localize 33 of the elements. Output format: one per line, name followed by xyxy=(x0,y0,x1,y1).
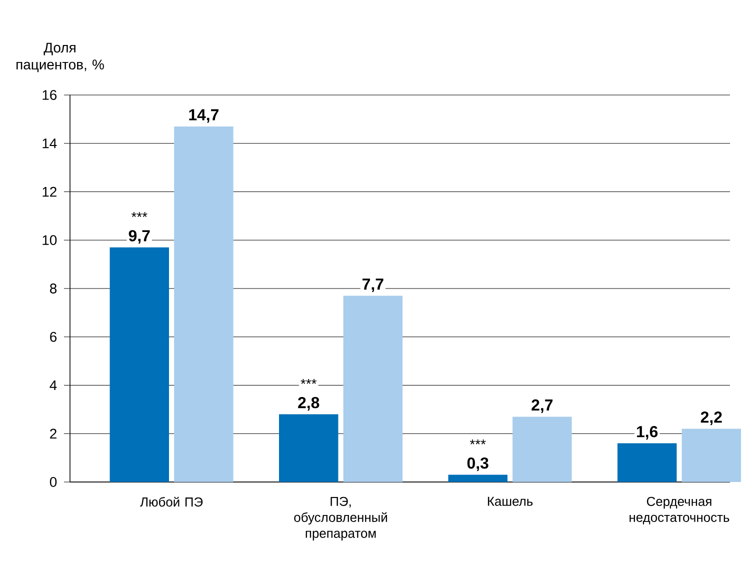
data-label: 0,3 xyxy=(467,457,488,472)
data-label: 2,7 xyxy=(532,399,553,413)
y-axis-title: Доля пациентов, % xyxy=(16,42,104,72)
x-tick-label: Любой ПЭ xyxy=(140,496,203,507)
bar xyxy=(682,428,742,482)
y-tick-label: 12 xyxy=(42,186,56,197)
data-label: 2,8 xyxy=(298,396,320,411)
data-label: 14,7 xyxy=(189,109,218,123)
y-tick-label: 10 xyxy=(42,235,57,246)
x-tick-label: Сердечная недостаточность xyxy=(630,496,730,524)
data-label: 1,6 xyxy=(637,426,658,440)
bar xyxy=(512,416,572,482)
y-tick-label: 8 xyxy=(50,284,57,294)
bar xyxy=(279,414,338,482)
bar xyxy=(174,126,234,482)
x-tick-label: Кашель xyxy=(488,496,533,506)
y-tick-label: 4 xyxy=(50,380,57,390)
bar xyxy=(110,247,169,482)
x-tick-label: ПЭ, обусловленный препаратом xyxy=(294,496,387,540)
y-tick-label: 14 xyxy=(42,138,57,148)
y-tick-label: 6 xyxy=(50,332,57,342)
annotation: *** xyxy=(470,439,486,444)
bar xyxy=(617,443,677,482)
bar xyxy=(448,474,508,482)
y-tick-label: 16 xyxy=(42,90,57,100)
y-tick-label: 0 xyxy=(50,477,57,487)
annotation: *** xyxy=(131,212,148,217)
y-tick-label: 2 xyxy=(50,428,56,438)
data-label: 2,2 xyxy=(700,411,722,426)
bar xyxy=(343,296,403,482)
data-label: 7,7 xyxy=(362,278,384,292)
annotation: *** xyxy=(300,378,317,384)
data-label: 9,7 xyxy=(128,230,150,244)
